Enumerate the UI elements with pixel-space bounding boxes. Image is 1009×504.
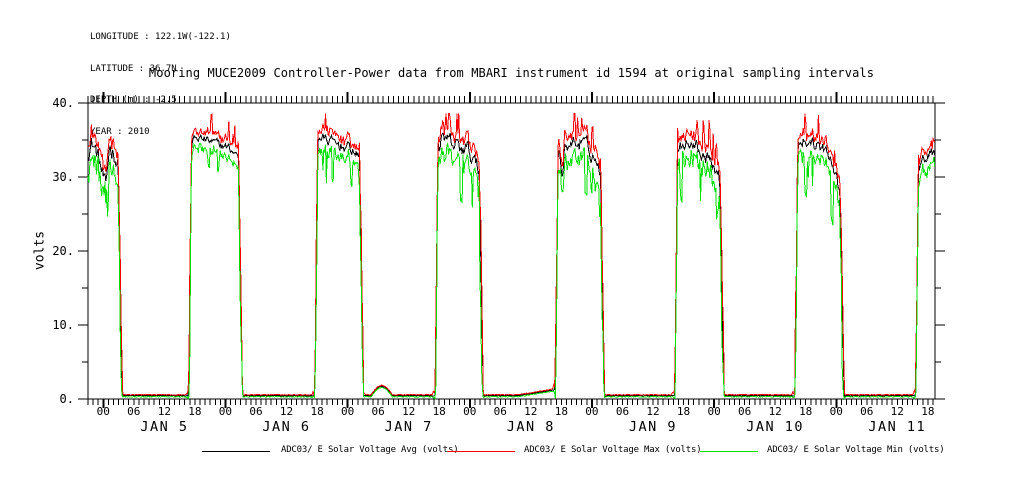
x-hour-label: 18 [921,405,934,418]
x-day-label: JAN 7 [385,419,433,435]
x-hour-label: 18 [677,405,690,418]
x-day-label: JAN 9 [629,419,677,435]
x-hour-label: 12 [280,405,293,418]
x-hour-label: 00 [341,405,354,418]
x-hour-label: 12 [158,405,171,418]
x-hour-label: 18 [188,405,201,418]
x-hour-label: 06 [616,405,629,418]
chart-title: Mooring MUCE2009 Controller-Power data f… [148,66,875,80]
x-hour-label: 12 [891,405,904,418]
legend-line-max [447,451,515,452]
x-hour-label: 06 [738,405,751,418]
x-day-label: JAN 5 [140,419,188,435]
legend-line-avg [202,451,270,452]
x-hour-label: 00 [585,405,598,418]
legend-label-max: ADC03/ E Solar Voltage Max (volts) [524,445,702,455]
meta-line-year: YEAR : 2010 [90,126,150,137]
x-hour-label: 06 [127,405,140,418]
y-tick-label: 10. [52,318,74,332]
x-hour-label: 12 [769,405,782,418]
x-hour-label: 12 [402,405,415,418]
y-tick-label: 20. [52,244,74,258]
x-hour-label: 00 [463,405,476,418]
x-hour-label: 06 [371,405,384,418]
x-hour-label: 18 [310,405,323,418]
x-hour-label: 06 [860,405,873,418]
legend: ADC03/ E Solar Voltage Avg (volts) ADC03… [0,443,1009,461]
legend-line-min [700,451,758,452]
series-line-max [87,112,936,397]
y-tick-label: 0. [60,392,74,406]
meta-line-longitude: LONGITUDE : 122.1W(-122.1) [90,32,231,42]
x-hour-label: 00 [707,405,720,418]
x-hour-label: 06 [249,405,262,418]
x-hour-label: 06 [494,405,507,418]
x-day-label: JAN 6 [262,419,310,435]
x-hour-label: 18 [799,405,812,418]
x-day-label: JAN 10 [746,419,804,435]
x-day-label: JAN 8 [507,419,555,435]
series-line-avg [87,132,936,397]
x-hour-label: 12 [524,405,537,418]
x-day-label: JAN 11 [868,419,926,435]
x-hour-label: 12 [646,405,659,418]
meta-line-latitude: LATITUDE : 36.7N [90,63,177,74]
series-line-min [87,141,936,401]
legend-label-avg: ADC03/ E Solar Voltage Avg (volts) [281,445,459,455]
legend-label-min: ADC03/ E Solar Voltage Min (volts) [767,445,945,455]
x-hour-label: 18 [433,405,446,418]
y-tick-label: 40. [52,96,74,110]
plot-frame [87,102,936,400]
x-hour-label: 00 [830,405,843,418]
y-tick-label: 30. [52,170,74,184]
x-hour-label: 00 [97,405,110,418]
x-hour-label: 00 [219,405,232,418]
x-hour-label: 18 [555,405,568,418]
